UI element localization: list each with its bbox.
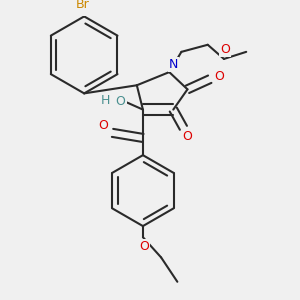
Text: O: O: [139, 240, 149, 253]
Text: O: O: [182, 130, 192, 143]
Text: O: O: [220, 43, 230, 56]
Text: O: O: [98, 119, 108, 132]
Text: Br: Br: [75, 0, 89, 11]
Text: H: H: [101, 94, 110, 107]
Text: O: O: [214, 70, 224, 83]
Text: O: O: [116, 95, 126, 108]
Text: N: N: [169, 58, 178, 70]
